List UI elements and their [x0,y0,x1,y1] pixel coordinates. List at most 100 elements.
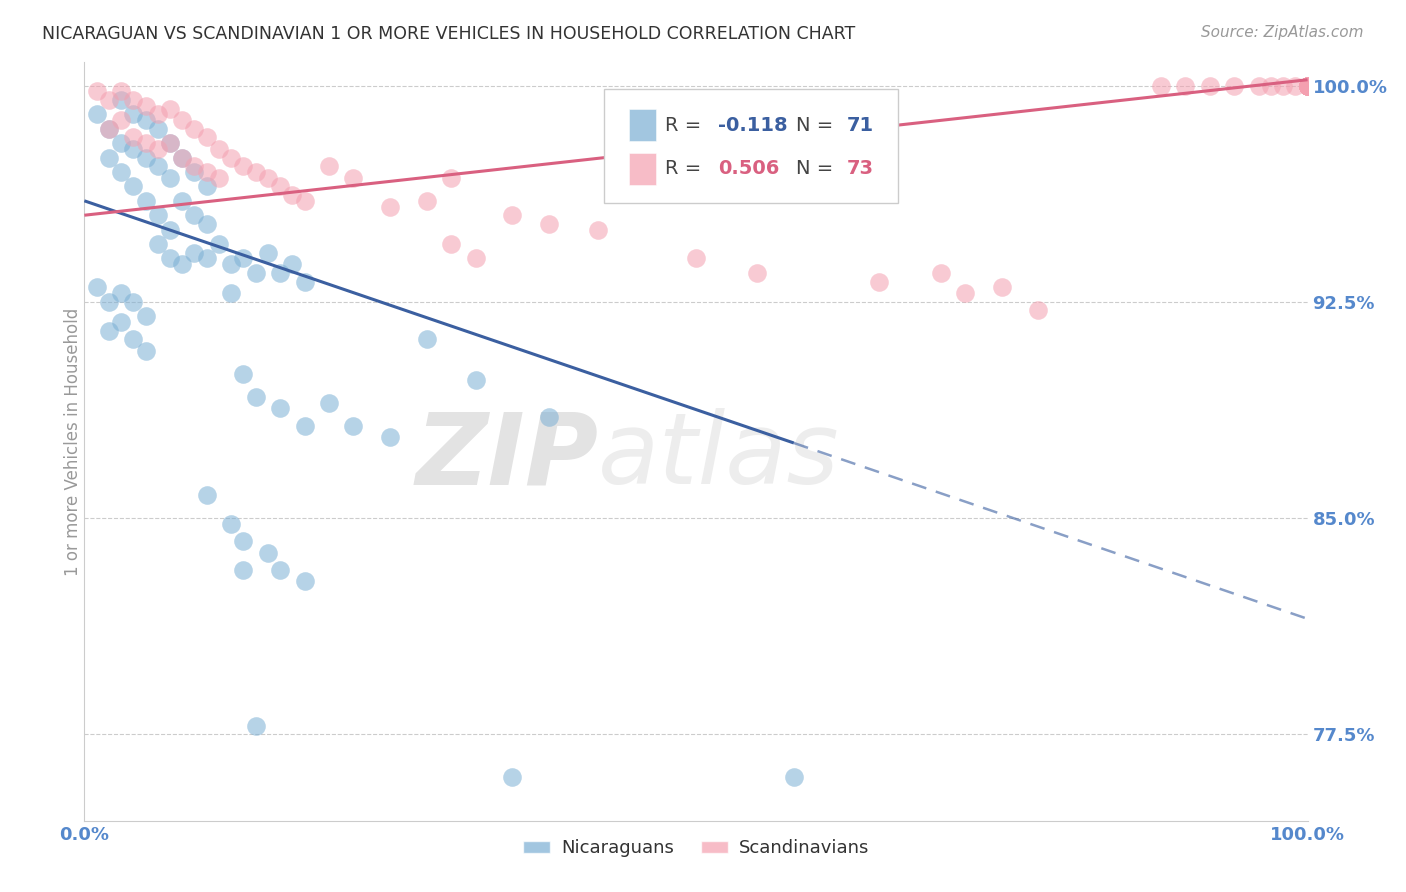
Text: 73: 73 [846,159,873,178]
Point [159,222,181,236]
Point [86,84,108,98]
Point [269,401,291,416]
Point [269,266,291,280]
Y-axis label: 1 or more Vehicles in Household: 1 or more Vehicles in Household [65,308,82,575]
Point [86,280,108,294]
Point [281,188,304,202]
Point [195,488,218,502]
Text: NICARAGUAN VS SCANDINAVIAN 1 OR MORE VEHICLES IN HOUSEHOLD CORRELATION CHART: NICARAGUAN VS SCANDINAVIAN 1 OR MORE VEH… [42,25,855,43]
Bar [628,153,655,185]
Point [1247,78,1270,93]
Point [1174,78,1197,93]
Point [208,142,231,156]
Point [245,718,267,732]
Point [1296,78,1319,93]
Point [146,237,169,252]
Point [440,170,463,185]
Point [195,130,218,145]
Point [232,563,254,577]
Point [318,395,340,409]
Point [1296,78,1319,93]
Point [269,179,291,194]
Point [97,121,120,136]
Point [208,170,231,185]
Point [1284,78,1306,93]
Point [440,237,463,252]
Point [1198,78,1220,93]
Point [257,545,280,559]
Point [219,151,242,165]
Point [232,534,254,549]
Point [1296,78,1319,93]
Point [146,159,169,173]
Point [538,410,561,425]
Point [294,574,316,589]
Point [464,373,486,387]
Text: atlas: atlas [598,409,839,505]
Point [172,151,194,165]
Point [991,280,1014,294]
Point [1272,78,1295,93]
Point [281,257,304,271]
Point [122,107,145,121]
Point [135,194,157,208]
Point [135,98,157,112]
Point [380,430,402,444]
Text: 0.506: 0.506 [718,159,779,178]
Point [219,286,242,301]
Point [1296,78,1319,93]
Point [208,237,231,252]
Point [269,563,291,577]
Point [1296,78,1319,93]
Point [110,315,132,329]
Point [1296,78,1319,93]
Point [183,159,205,173]
Text: -0.118: -0.118 [718,116,787,135]
Point [135,309,157,323]
Point [97,324,120,338]
Point [219,516,242,531]
Point [110,113,132,128]
Point [159,136,181,150]
Point [464,252,486,266]
Point [257,245,280,260]
Point [257,170,280,185]
Point [122,142,145,156]
Text: Source: ZipAtlas.com: Source: ZipAtlas.com [1201,25,1364,40]
Point [110,136,132,150]
Point [195,252,218,266]
Point [172,113,194,128]
Point [183,121,205,136]
Point [183,245,205,260]
Point [232,367,254,381]
Point [294,418,316,433]
Point [502,771,524,785]
Point [146,121,169,136]
Text: ZIP: ZIP [415,409,598,505]
Point [232,159,254,173]
Point [110,93,132,107]
Point [1223,78,1246,93]
Point [122,294,145,309]
Point [159,102,181,116]
Point [929,266,952,280]
Point [110,84,132,98]
Point [159,170,181,185]
Point [183,165,205,179]
Point [146,208,169,222]
Point [146,142,169,156]
Point [1296,78,1319,93]
Point [245,165,267,179]
Point [172,151,194,165]
Point [172,257,194,271]
Point [1028,303,1050,318]
Point [232,252,254,266]
Text: R =: R = [665,116,707,135]
Point [380,200,402,214]
Point [122,179,145,194]
Point [1296,78,1319,93]
Point [318,159,340,173]
Point [219,257,242,271]
Point [685,252,707,266]
Point [783,771,806,785]
